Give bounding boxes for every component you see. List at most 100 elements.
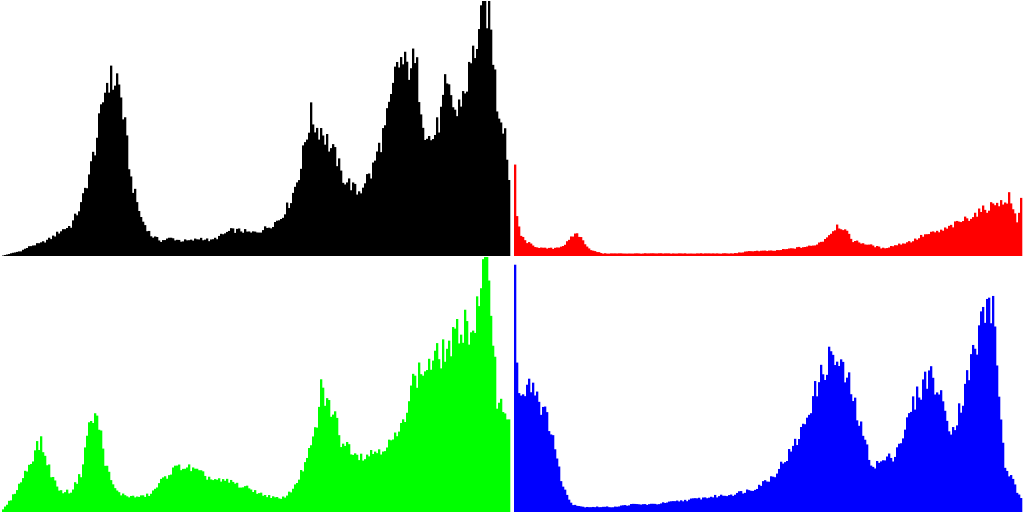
blue-histogram-bar [796, 445, 799, 512]
blue-histogram-bar [926, 388, 929, 512]
red-histogram-bar [870, 244, 873, 256]
red-histogram-bar [722, 253, 725, 256]
luminance-histogram-bar [186, 240, 189, 256]
luminance-histogram-bar [86, 188, 89, 256]
luminance-histogram-bar [376, 151, 379, 256]
blue-histogram-bar [764, 480, 767, 512]
green-histogram-bar [110, 480, 113, 512]
green-histogram-bar [436, 343, 439, 512]
green-histogram-bar [106, 465, 109, 512]
red-histogram-bar [680, 253, 683, 256]
green-histogram-bar [204, 475, 207, 512]
luminance-histogram-bar [138, 211, 141, 256]
luminance-histogram-bar [342, 182, 345, 256]
luminance-histogram-bar [116, 73, 119, 256]
blue-histogram-bar [550, 434, 553, 512]
red-histogram-bar [900, 244, 903, 256]
red-histogram-bar [608, 253, 611, 256]
luminance-histogram-bar [136, 202, 139, 256]
blue-histogram-bar [798, 439, 801, 512]
red-histogram-bar [684, 253, 687, 256]
luminance-histogram-bar [246, 231, 249, 256]
green-histogram-bar [190, 471, 193, 512]
blue-histogram-bar [822, 374, 825, 512]
red-histogram-bar [634, 253, 637, 256]
green-histogram-bar [12, 494, 15, 512]
blue-histogram-bar [692, 498, 695, 512]
red-histogram-bar [972, 217, 975, 256]
luminance-histogram-bar [468, 61, 471, 256]
blue-histogram-bar [626, 505, 629, 512]
green-histogram-bar [314, 427, 317, 512]
blue-histogram-bar [788, 449, 791, 512]
green-histogram-bar [400, 423, 403, 512]
luminance-histogram-bar [214, 237, 217, 256]
blue-histogram-bar [876, 461, 879, 512]
red-histogram-bar [882, 247, 885, 256]
green-histogram-bar [278, 498, 281, 512]
green-histogram-bar [494, 356, 497, 512]
green-histogram-bar [402, 419, 405, 512]
luminance-histogram-bar [194, 238, 197, 256]
red-histogram-bar [576, 233, 579, 256]
blue-histogram-bar [920, 399, 923, 512]
green-histogram-bar [392, 439, 395, 512]
blue-histogram-bar [702, 497, 705, 512]
red-histogram-bar [736, 253, 739, 256]
blue-histogram-bar [708, 497, 711, 512]
green-histogram-bar [150, 493, 153, 512]
blue-histogram-bar [616, 506, 619, 512]
green-histogram-bar [70, 492, 73, 512]
blue-histogram-bar [636, 504, 639, 512]
red-histogram-bar [706, 253, 709, 256]
luminance-histogram-bar [154, 236, 157, 256]
luminance-histogram-bar [456, 116, 459, 256]
luminance-histogram-bar [402, 64, 405, 256]
green-histogram-bar [460, 334, 463, 512]
blue-histogram-bar [790, 451, 793, 512]
blue-histogram-bar [718, 496, 721, 512]
green-histogram-bar [486, 257, 489, 512]
green-histogram-bar [344, 445, 347, 512]
green-histogram-bar [50, 477, 53, 512]
luminance-histogram-bar [14, 252, 17, 256]
blue-histogram-bar [560, 481, 563, 512]
blue-histogram-bar [974, 348, 977, 512]
red-histogram-bar [582, 240, 585, 256]
luminance-histogram-bar [372, 162, 375, 256]
green-histogram-bar [398, 431, 401, 512]
luminance-histogram-bar [264, 226, 267, 256]
luminance-histogram-bar [44, 242, 47, 256]
green-histogram-bar [246, 485, 249, 512]
green-histogram-bar [174, 465, 177, 512]
green-histogram-bar [312, 436, 315, 512]
blue-histogram-bar [606, 506, 609, 512]
luminance-histogram-bar [16, 251, 19, 256]
red-histogram-bar [1010, 203, 1013, 256]
luminance-histogram-bar [308, 132, 311, 256]
red-histogram-bar [600, 253, 603, 256]
luminance-histogram-bar [266, 227, 269, 256]
luminance-histogram-bar [22, 249, 25, 256]
green-histogram-bar [214, 479, 217, 512]
red-histogram-bar [542, 247, 545, 256]
blue-histogram-bar [678, 501, 681, 512]
luminance-histogram-bar [68, 226, 71, 256]
green-histogram-bar [56, 486, 59, 512]
red-histogram-bar [530, 243, 533, 256]
red-histogram-bar [956, 220, 959, 256]
red-histogram-bar [538, 247, 541, 256]
blue-histogram-bar [540, 414, 543, 512]
red-histogram-bar [536, 247, 539, 256]
blue-histogram-bar [1020, 498, 1023, 512]
luminance-histogram-bar [128, 169, 131, 256]
blue-histogram-bar [712, 497, 715, 512]
red-histogram-bar [1018, 212, 1021, 256]
luminance-histogram-bar [34, 245, 37, 256]
green-histogram-bar [18, 483, 21, 512]
red-histogram-bar [534, 247, 537, 256]
green-histogram-bar [244, 486, 247, 512]
luminance-histogram-bar [114, 85, 117, 256]
blue-histogram-bar [922, 379, 925, 512]
red-histogram-bar [728, 253, 731, 256]
